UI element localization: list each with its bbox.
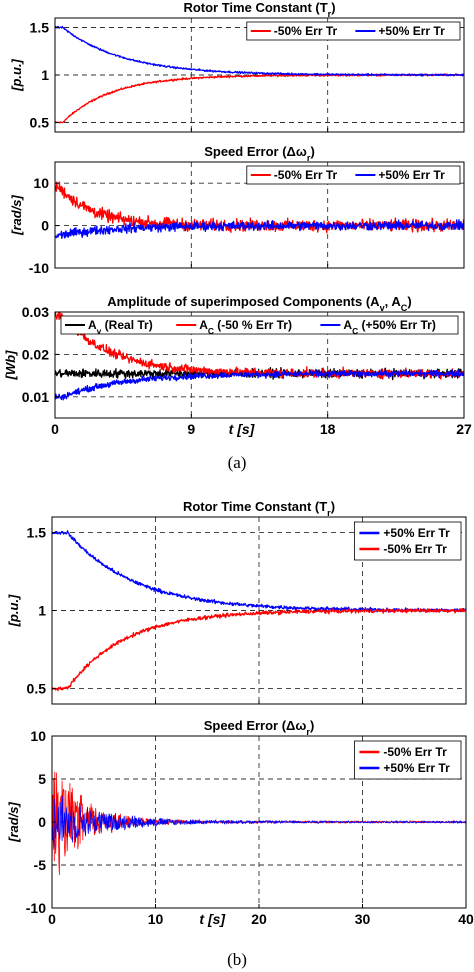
x-tick-label: 9 — [187, 421, 195, 437]
chart-a2: -10 0 10 Speed Error (Δωr) [rad/s] -50% Err T… — [9, 144, 465, 276]
chart-b2: -10 -5 0 5 10 0 10 20 30 40 Speed Error (Δωr) [rad/… — [6, 718, 474, 927]
y-axis-label: [Wb] — [3, 350, 18, 381]
axes-frame — [54, 161, 465, 269]
x-tick-label: 20 — [251, 911, 267, 927]
legend-box — [246, 165, 461, 185]
legend-label: AC (+50% Err Tr) — [343, 318, 435, 336]
series-line — [54, 219, 465, 239]
legend-label: +50% Err Tr — [383, 761, 450, 775]
y-tick-label: 10 — [33, 175, 49, 191]
y-axis-label: [rad/s] — [6, 801, 21, 842]
x-axis-label: t [s] — [199, 911, 226, 927]
y-tick-label: 5 — [38, 771, 46, 787]
caption-b: (b) — [227, 950, 247, 969]
y-tick-label: 10 — [30, 728, 46, 744]
y-tick-label: 0.5 — [27, 680, 47, 696]
y-tick-label: 1 — [41, 67, 49, 83]
legend-label: -50% Err Tr — [274, 24, 338, 38]
y-axis-label: [p.u.] — [9, 58, 24, 91]
y-axis-label: [rad/s] — [9, 194, 24, 235]
x-tick-label: 10 — [148, 911, 164, 927]
legend-box — [353, 521, 462, 561]
legend-label: -50% Err Tr — [383, 745, 447, 759]
legend-label: -50% Err Tr — [274, 168, 338, 182]
chart-title: Speed Error (Δωr) — [204, 144, 315, 163]
chart-title: Speed Error (Δωr) — [204, 718, 315, 737]
legend-label: +50% Err Tr — [378, 168, 445, 182]
legend-label: Av (Real Tr) — [88, 318, 153, 336]
x-tick-label: 18 — [320, 421, 336, 437]
legend-label: +50% Err Tr — [378, 24, 445, 38]
chart-a3: 0.01 0.02 0.03 0 9 18 27 Amplitude of superimpo… — [3, 294, 472, 437]
y-tick-label: -10 — [26, 900, 46, 916]
y-tick-label: -5 — [34, 857, 47, 873]
x-tick-label: 40 — [458, 911, 474, 927]
chart-b1: 0.5 1 1.5 Rotor Time Constant (Tr) [p.u.] +50… — [6, 499, 467, 705]
series-line — [51, 796, 467, 850]
legend-box — [246, 21, 461, 41]
x-tick-label: 0 — [51, 421, 59, 437]
legend-box — [353, 740, 462, 780]
axes-frame — [54, 311, 465, 419]
y-axis-label: [p.u.] — [6, 594, 21, 627]
legend-label: -50% Err Tr — [383, 542, 447, 556]
caption-a: (a) — [227, 453, 247, 472]
x-axis-label: t [s] — [229, 421, 256, 437]
y-tick-label: 0.03 — [22, 304, 49, 320]
y-tick-label: 0.02 — [22, 346, 49, 362]
y-tick-label: 0 — [38, 814, 46, 830]
y-tick-label: 0.5 — [30, 115, 50, 131]
chart-title: Rotor Time Constant (Tr) — [183, 0, 335, 19]
x-tick-label: 0 — [48, 911, 56, 927]
series-line — [54, 369, 465, 401]
series-line — [54, 25, 465, 77]
legend-label: +50% Err Tr — [383, 526, 450, 540]
x-tick-label: 27 — [456, 421, 472, 437]
y-tick-label: 1.5 — [27, 525, 47, 541]
series-line — [51, 608, 467, 692]
y-tick-label: 1 — [38, 603, 46, 619]
chart-a1: 0.5 1 1.5 Rotor Time Constant (Tr) [p.u.] -50… — [9, 0, 465, 133]
legend-label: AC (-50 % Err Tr) — [199, 318, 292, 336]
x-tick-label: 30 — [355, 911, 371, 927]
y-tick-label: -10 — [29, 260, 49, 276]
y-tick-label: 0 — [41, 218, 49, 234]
legend-box — [60, 315, 459, 335]
y-tick-label: 1.5 — [30, 20, 50, 36]
y-tick-label: 0.01 — [22, 389, 49, 405]
chart-title: Rotor Time Constant (Tr) — [183, 499, 335, 518]
chart-title: Amplitude of superimposed Components (Av… — [107, 294, 411, 313]
